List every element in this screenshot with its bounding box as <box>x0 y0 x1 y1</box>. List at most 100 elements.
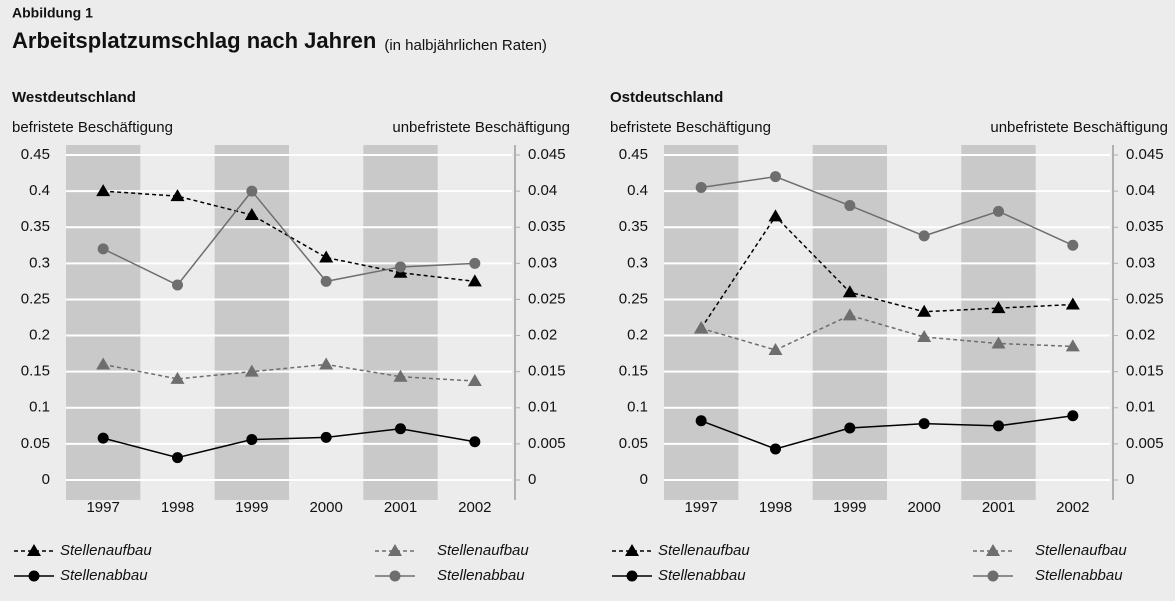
legend-label: Stellenaufbau <box>658 542 750 559</box>
y2-tick-label: 0 <box>528 471 536 488</box>
data-point <box>770 443 781 455</box>
y2-tick-label: 0 <box>1126 471 1134 488</box>
figure-title: Arbeitsplatzumschlag nach Jahren <box>12 28 376 53</box>
x-tick-label: 2002 <box>1056 499 1089 516</box>
x-tick-label: 1997 <box>86 499 119 516</box>
y-tick-label: 0.1 <box>29 399 50 416</box>
y-tick-label: 0.4 <box>29 182 50 199</box>
data-point <box>467 374 482 387</box>
figure-subtitle: (in halbjährlichen Raten) <box>384 37 547 54</box>
legend-marker <box>27 544 41 556</box>
legend-label: Stellenaufbau <box>1035 542 1127 559</box>
data-point <box>1065 297 1080 310</box>
x-tick-label: 1999 <box>235 499 268 516</box>
y2-tick-label: 0.015 <box>1126 363 1164 380</box>
legend-label: Stellenabbau <box>437 567 525 584</box>
y-tick-label: 0.45 <box>21 146 50 163</box>
data-point <box>467 274 482 287</box>
data-point <box>844 422 856 434</box>
y2-tick-label: 0.03 <box>528 254 557 271</box>
data-point <box>170 371 185 384</box>
y2-tick-label: 0.025 <box>528 290 566 307</box>
data-point <box>97 243 109 255</box>
data-point <box>1067 239 1079 251</box>
data-point <box>1065 339 1080 352</box>
y-axis-label: befristete Beschäftigung <box>610 119 771 136</box>
y2-tick-label: 0.01 <box>1126 399 1155 416</box>
series-line <box>103 363 475 382</box>
data-point <box>246 434 258 446</box>
data-point <box>246 185 258 197</box>
x-tick-label: 1998 <box>161 499 194 516</box>
data-point <box>1067 410 1079 422</box>
data-point <box>844 200 856 212</box>
x-tick-label: 1998 <box>759 499 792 516</box>
legend-marker <box>987 570 999 582</box>
panel-title: Ostdeutschland <box>610 89 723 106</box>
data-point <box>469 436 481 448</box>
figure-label: Abbildung 1 <box>12 5 93 21</box>
x-tick-label: 1999 <box>833 499 866 516</box>
y2-axis-label: unbefristete Beschäftigung <box>990 119 1168 136</box>
data-point <box>96 184 111 197</box>
y-tick-label: 0.1 <box>627 399 648 416</box>
x-tick-label: 2001 <box>982 499 1015 516</box>
data-point <box>96 357 111 370</box>
y-tick-label: 0.45 <box>619 146 648 163</box>
data-point <box>768 343 783 355</box>
data-point <box>395 423 406 435</box>
data-point <box>694 321 709 334</box>
x-tick-label: 2000 <box>309 499 342 516</box>
x-tick-label: 1997 <box>684 499 717 516</box>
data-point <box>991 336 1006 349</box>
panel-title: Westdeutschland <box>12 89 136 106</box>
y2-tick-label: 0.02 <box>528 327 557 344</box>
y2-tick-label: 0.025 <box>1126 290 1164 307</box>
y-tick-label: 0 <box>42 471 50 488</box>
series-line <box>102 427 475 459</box>
y2-axis-label: unbefristete Beschäftigung <box>392 119 570 136</box>
y-tick-label: 0.15 <box>619 363 648 380</box>
y2-tick-label: 0.01 <box>528 399 557 416</box>
y2-tick-label: 0.04 <box>528 182 557 199</box>
y-tick-label: 0.05 <box>21 435 50 452</box>
data-point <box>170 189 185 202</box>
data-point <box>918 418 930 430</box>
y-tick-label: 0.3 <box>627 254 648 271</box>
y-tick-label: 0.35 <box>619 218 648 235</box>
y-tick-label: 0.25 <box>619 290 648 307</box>
legend-marker <box>28 570 40 582</box>
band <box>66 145 141 500</box>
data-point <box>244 364 259 377</box>
series-line <box>701 175 1074 246</box>
data-point <box>469 257 481 269</box>
data-point <box>842 308 857 321</box>
y-tick-label: 0.2 <box>29 327 50 344</box>
band <box>214 145 289 500</box>
data-point <box>319 250 334 263</box>
data-point <box>993 205 1004 217</box>
band <box>961 145 1036 500</box>
series-line <box>102 189 475 286</box>
data-point <box>917 330 932 342</box>
series-line <box>700 314 1073 351</box>
data-point <box>917 304 932 317</box>
legend-marker <box>389 570 401 582</box>
data-point <box>770 171 781 183</box>
legend-marker <box>388 544 402 556</box>
data-point <box>842 285 857 298</box>
y-tick-label: 0.3 <box>29 254 50 271</box>
y-tick-label: 0 <box>640 471 648 488</box>
data-point <box>320 275 332 287</box>
y2-tick-label: 0.035 <box>528 218 566 235</box>
data-point <box>768 209 783 222</box>
legend-label: Stellenabbau <box>60 567 148 584</box>
y2-tick-label: 0.045 <box>1126 146 1164 163</box>
x-tick-label: 2002 <box>458 499 491 516</box>
y-tick-label: 0.2 <box>627 327 648 344</box>
data-point <box>695 415 707 427</box>
x-tick-label: 2000 <box>907 499 940 516</box>
data-point <box>991 301 1006 314</box>
y2-tick-label: 0.04 <box>1126 182 1155 199</box>
